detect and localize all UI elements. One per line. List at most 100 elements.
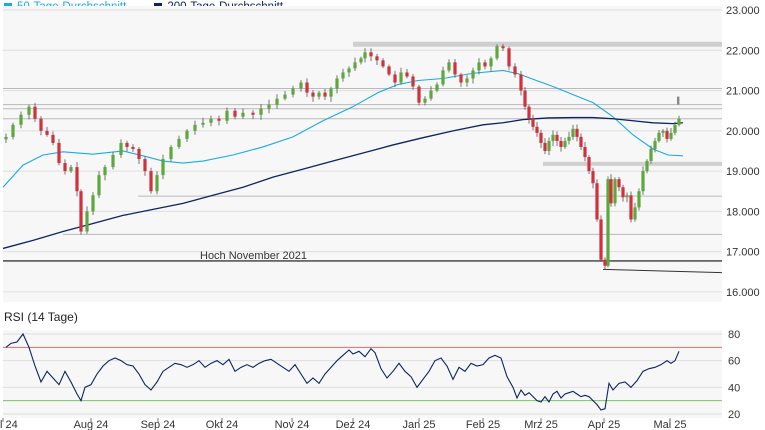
candle-body xyxy=(251,112,255,115)
candle-body xyxy=(381,60,385,67)
candle-body xyxy=(131,146,135,149)
price-tick-label: 23.000 xyxy=(726,5,760,17)
candle-body xyxy=(599,219,603,260)
candle-body xyxy=(459,74,463,83)
candle-body xyxy=(347,68,351,73)
candle-body xyxy=(606,179,610,266)
candle-body xyxy=(551,134,555,141)
candle-body xyxy=(441,70,445,85)
candle-body xyxy=(665,130,669,139)
rsi-tick-label: 20 xyxy=(728,409,740,421)
candle-body xyxy=(399,72,403,83)
candle-body xyxy=(323,92,327,97)
sma50-line xyxy=(2,69,684,188)
low-trend-line xyxy=(602,268,723,274)
candle-body xyxy=(587,157,591,172)
candle-body xyxy=(405,72,409,77)
price-tick-label: 16.000 xyxy=(726,287,760,299)
x-tick-label: Feb 25 xyxy=(466,419,500,430)
candle-body xyxy=(359,58,363,63)
candle-body xyxy=(547,140,551,151)
candle-body xyxy=(11,124,15,137)
candle-body xyxy=(335,78,339,89)
candle-body xyxy=(465,78,469,83)
price-tick-label: 17.000 xyxy=(726,247,760,259)
candle-body xyxy=(677,118,681,125)
candle-body xyxy=(85,211,89,232)
candle-body xyxy=(329,88,333,97)
candle-body xyxy=(169,146,173,160)
candle-body xyxy=(519,74,523,91)
price-tick-label: 19.000 xyxy=(726,166,760,178)
rsi-panel: 20 40 60 80 xyxy=(3,329,740,421)
candle-body xyxy=(575,128,579,137)
candle-body xyxy=(33,106,37,119)
candle-body xyxy=(283,94,287,99)
candle-body xyxy=(501,46,505,49)
price-tick-label: 20.000 xyxy=(726,126,760,138)
x-tick-label: Apr 25 xyxy=(588,419,620,430)
x-tick-label: Okt 24 xyxy=(206,419,238,430)
x-axis: Jul 24 Aug 24 Sep 24 Okt 24 Nov 24 Dez 24 Jan … xyxy=(0,418,687,430)
candle-body xyxy=(305,82,309,93)
candle-body xyxy=(45,130,49,135)
candle-body xyxy=(495,46,499,59)
candle-body xyxy=(411,76,415,87)
candle-body xyxy=(649,148,653,162)
rsi-tick-label: 40 xyxy=(728,382,740,394)
candle-body xyxy=(633,207,637,220)
candle-body xyxy=(477,62,481,71)
candle-body xyxy=(27,106,31,115)
candle-body xyxy=(75,167,79,192)
candle-body xyxy=(507,48,511,67)
candle-body xyxy=(209,118,213,123)
candle-body xyxy=(137,148,141,160)
price-tick-label: 21.000 xyxy=(726,86,760,98)
hoch-november-2021-label: Hoch November 2021 xyxy=(200,250,307,262)
candle-body xyxy=(275,98,279,105)
candle-body xyxy=(669,132,673,139)
candle-body xyxy=(185,130,189,139)
candle-body xyxy=(653,140,657,149)
candle-body xyxy=(595,183,599,220)
candle-body xyxy=(311,92,315,97)
candle-body xyxy=(435,84,439,91)
candle-body xyxy=(63,163,67,172)
candle-body xyxy=(125,142,129,147)
candle-body xyxy=(539,132,543,143)
candle-body xyxy=(177,138,181,147)
candle-body xyxy=(103,167,107,176)
candle-body xyxy=(291,88,295,95)
x-tick-label: Aug 24 xyxy=(74,419,109,430)
candle-body xyxy=(613,179,617,204)
candle-body xyxy=(417,86,421,103)
candle-body xyxy=(19,114,23,125)
rsi-plot-background xyxy=(3,330,722,418)
candle-body xyxy=(299,82,303,89)
x-tick-label: Nov 24 xyxy=(275,419,310,430)
candle-body xyxy=(369,52,373,57)
candle-body xyxy=(641,171,645,192)
candle-body xyxy=(621,187,625,198)
candle-body xyxy=(609,179,613,204)
candle-body xyxy=(4,136,8,140)
candle-body xyxy=(111,155,115,168)
candle-body xyxy=(97,175,101,196)
candle-body xyxy=(387,66,391,75)
candle-body xyxy=(39,118,43,131)
candle-body xyxy=(661,130,665,133)
candle-body xyxy=(233,110,237,117)
candle-body xyxy=(217,118,221,121)
candle-body xyxy=(583,146,587,158)
candle-body xyxy=(161,159,165,176)
price-panel: 16.000 17.000 18.000 19.000 20.000 21.000 22.0… xyxy=(2,5,760,302)
price-tick-label: 18.000 xyxy=(726,206,760,218)
candle-body xyxy=(267,104,271,109)
candle-body xyxy=(193,124,197,131)
candle-body xyxy=(69,167,73,172)
price-tick-label: 22.000 xyxy=(726,45,760,57)
candle-body xyxy=(555,134,559,141)
candle-body xyxy=(673,124,677,133)
candle-body xyxy=(447,62,451,71)
